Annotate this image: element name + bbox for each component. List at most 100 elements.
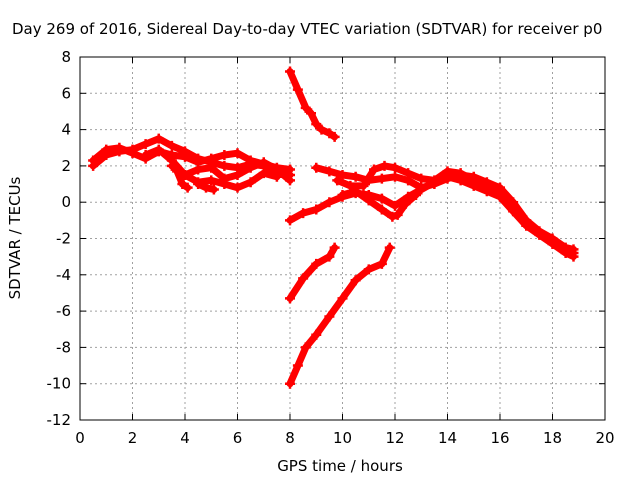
x-tick-label: 4 — [180, 429, 190, 447]
y-tick-label: 4 — [61, 121, 71, 139]
data-point — [206, 175, 217, 186]
y-tick-label: -10 — [47, 375, 72, 393]
data-point — [166, 160, 177, 171]
y-tick-label: -8 — [56, 338, 71, 356]
data-point — [481, 180, 492, 191]
data-point — [285, 66, 295, 77]
x-axis-label: GPS time / hours — [277, 457, 403, 475]
data-point — [324, 311, 335, 322]
data-point — [337, 169, 348, 180]
data-point — [258, 157, 269, 168]
data-point — [468, 175, 479, 186]
x-tick-label: 18 — [543, 429, 562, 447]
data-point — [350, 275, 361, 286]
data-point — [392, 209, 403, 220]
data-point — [245, 177, 256, 188]
series-track-g-line — [286, 68, 339, 141]
data-point — [560, 244, 571, 255]
data-point — [390, 162, 400, 173]
data-point — [403, 168, 414, 179]
data-point — [193, 164, 204, 175]
data-point — [298, 208, 309, 219]
data-point — [568, 248, 579, 259]
data-point — [311, 258, 322, 269]
data-point — [521, 217, 532, 228]
data-point — [285, 215, 295, 226]
data-point — [298, 273, 309, 284]
data-point — [329, 242, 340, 253]
y-tick-label: -12 — [47, 411, 72, 429]
data-point — [193, 179, 204, 190]
x-tick-label: 14 — [438, 429, 457, 447]
data-point — [285, 175, 295, 186]
data-point — [376, 173, 387, 184]
data-point — [300, 342, 311, 353]
data-point — [219, 179, 230, 190]
data-point — [258, 168, 269, 179]
data-point — [311, 329, 322, 340]
data-point — [337, 293, 348, 304]
data-point — [127, 148, 138, 159]
data-point — [140, 139, 151, 150]
data-point — [329, 131, 340, 142]
data-point — [311, 204, 322, 215]
data-point — [292, 84, 303, 95]
data-point — [547, 237, 558, 248]
series-track-k-line — [339, 187, 420, 221]
data-point — [88, 155, 99, 166]
data-point — [232, 169, 243, 180]
series-track-l-line — [286, 244, 339, 302]
data-point — [232, 182, 243, 193]
data-point — [337, 189, 348, 200]
data-point — [455, 168, 466, 179]
data-point — [442, 166, 453, 177]
chart-title: Day 269 of 2016, Sidereal Day-to-day VTE… — [12, 20, 602, 38]
x-tick-label: 12 — [385, 429, 404, 447]
data-point — [429, 175, 440, 186]
data-point — [534, 228, 545, 239]
data-point — [306, 108, 316, 119]
data-point — [271, 171, 282, 182]
data-point — [416, 173, 427, 184]
data-point — [390, 200, 400, 211]
data-point — [177, 179, 188, 190]
axis-ticks: 0 2 4 6 8 10 12 14 16 18 20 -12 -10 -8 -6 -4 -2 0 2 4 6 8 — [47, 48, 615, 447]
data-point — [390, 171, 400, 182]
data-point — [411, 189, 421, 200]
y-tick-label: -6 — [56, 302, 71, 320]
data-point — [400, 199, 411, 210]
x-tick-label: 0 — [75, 429, 85, 447]
y-tick-label: -4 — [56, 266, 71, 284]
x-tick-label: 8 — [285, 429, 295, 447]
data-point — [376, 204, 387, 215]
data-point — [324, 128, 335, 139]
data-point — [332, 175, 343, 186]
data-point — [153, 144, 164, 155]
data-point — [206, 162, 217, 173]
x-tick-label: 20 — [595, 429, 614, 447]
data-point — [416, 182, 427, 193]
data-point — [376, 258, 387, 269]
data-point — [172, 166, 183, 177]
data-point — [201, 182, 211, 193]
y-tick-label: -2 — [56, 230, 71, 248]
y-tick-label: 0 — [61, 193, 71, 211]
data-point — [182, 182, 193, 193]
x-tick-label: 10 — [333, 429, 352, 447]
y-tick-label: 8 — [61, 48, 71, 66]
data-point — [316, 124, 327, 135]
data-point — [208, 184, 219, 195]
data-point — [245, 162, 256, 173]
data-point — [114, 142, 125, 153]
data-point — [495, 186, 505, 197]
y-tick-label: 6 — [61, 84, 71, 102]
data-point — [219, 150, 230, 161]
x-tick-label: 6 — [233, 429, 243, 447]
data-point — [166, 140, 177, 151]
data-point — [311, 162, 322, 173]
y-axis-label: SDTVAR / TECUs — [6, 176, 24, 299]
x-tick-label: 2 — [128, 429, 138, 447]
data-point — [311, 119, 322, 130]
x-tick-label: 16 — [490, 429, 509, 447]
